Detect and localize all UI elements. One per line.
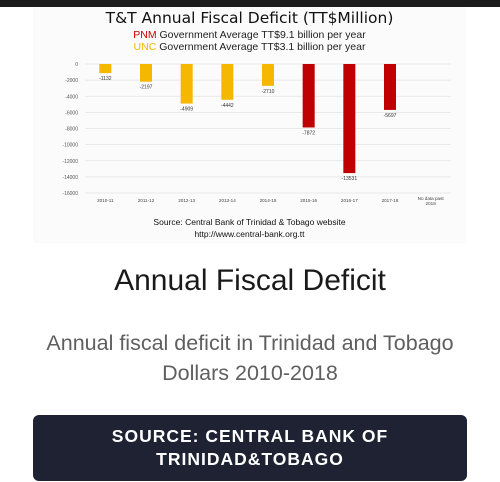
x-tick-label-line: 2018 [426, 201, 437, 206]
source-button[interactable]: SOURCE: CENTRAL BANK OF TRINIDAD&TOBAGO [33, 415, 467, 481]
chart-plot: 0 -2000 -4000 -6000 -8000 -10000 -12000 -14000 -… [62, 62, 451, 206]
bar [262, 64, 274, 86]
x-tick-label: 2013-14 [219, 198, 236, 203]
y-tick-label: -12000 [62, 159, 78, 165]
y-tick-label: -2000 [65, 78, 78, 84]
data-label: -7872 [302, 130, 315, 136]
x-tick-label: 2012-13 [178, 198, 195, 203]
y-tick-label: -10000 [62, 143, 78, 149]
data-label: -2197 [140, 85, 153, 91]
y-tick-label: -16000 [62, 191, 78, 197]
bar [302, 64, 315, 128]
x-tick-label: 2016-17 [341, 198, 358, 203]
chart-image: T&T Annual Fiscal Deficit (TT$Million) P… [33, 7, 466, 243]
y-tick-label: -14000 [62, 175, 78, 181]
data-label: -2710 [262, 89, 275, 95]
y-tick-label: 0 [75, 62, 78, 68]
data-label: -1132 [99, 76, 112, 82]
chart-source-line: Source: Central Bank of Trinidad & Tobag… [153, 217, 346, 227]
bar [343, 64, 356, 174]
x-tick-label: 2015-16 [300, 198, 317, 203]
data-label: -13531 [342, 176, 358, 182]
x-tick-label: 2017-18 [382, 198, 399, 203]
bar [180, 64, 193, 104]
legend-unc-party: UNC [133, 41, 157, 53]
bar [99, 64, 112, 74]
legend-unc: UNC Government Average TT$3.1 billion pe… [33, 41, 466, 53]
x-tick-label: 2011-12 [138, 198, 155, 203]
y-tick-label: -4000 [65, 94, 78, 100]
bar [221, 64, 234, 100]
data-label: -4442 [221, 103, 234, 109]
y-tick-label: -6000 [65, 110, 78, 116]
legend-unc-text: Government Average TT$3.1 billion per ye… [156, 41, 366, 53]
data-label: -4909 [180, 107, 193, 113]
x-tick-label: 2010-11 [97, 198, 114, 203]
page-title: Annual Fiscal Deficit [114, 264, 386, 297]
bar [140, 64, 152, 82]
chart-title: T&T Annual Fiscal Deficit (TT$Million) [105, 9, 394, 27]
chart-source-url: http://www.central-bank.org.tt [194, 229, 305, 239]
legend-pnm: PNM Government Average TT$9.1 billion pe… [33, 29, 466, 41]
bar [384, 64, 396, 110]
x-tick-label: No data past 2018 [418, 196, 445, 206]
top-bar [0, 0, 500, 7]
page-description: Annual fiscal deficit in Trinidad and To… [46, 331, 454, 385]
legend-pnm-party: PNM [133, 29, 157, 41]
y-tick-label: -8000 [65, 127, 78, 133]
x-tick-label: 2014-15 [260, 198, 277, 203]
legend-pnm-text: Government Average TT$9.1 billion per ye… [156, 29, 366, 41]
data-label: -5697 [384, 113, 397, 119]
x-tick-label-line: No data past [418, 196, 445, 201]
